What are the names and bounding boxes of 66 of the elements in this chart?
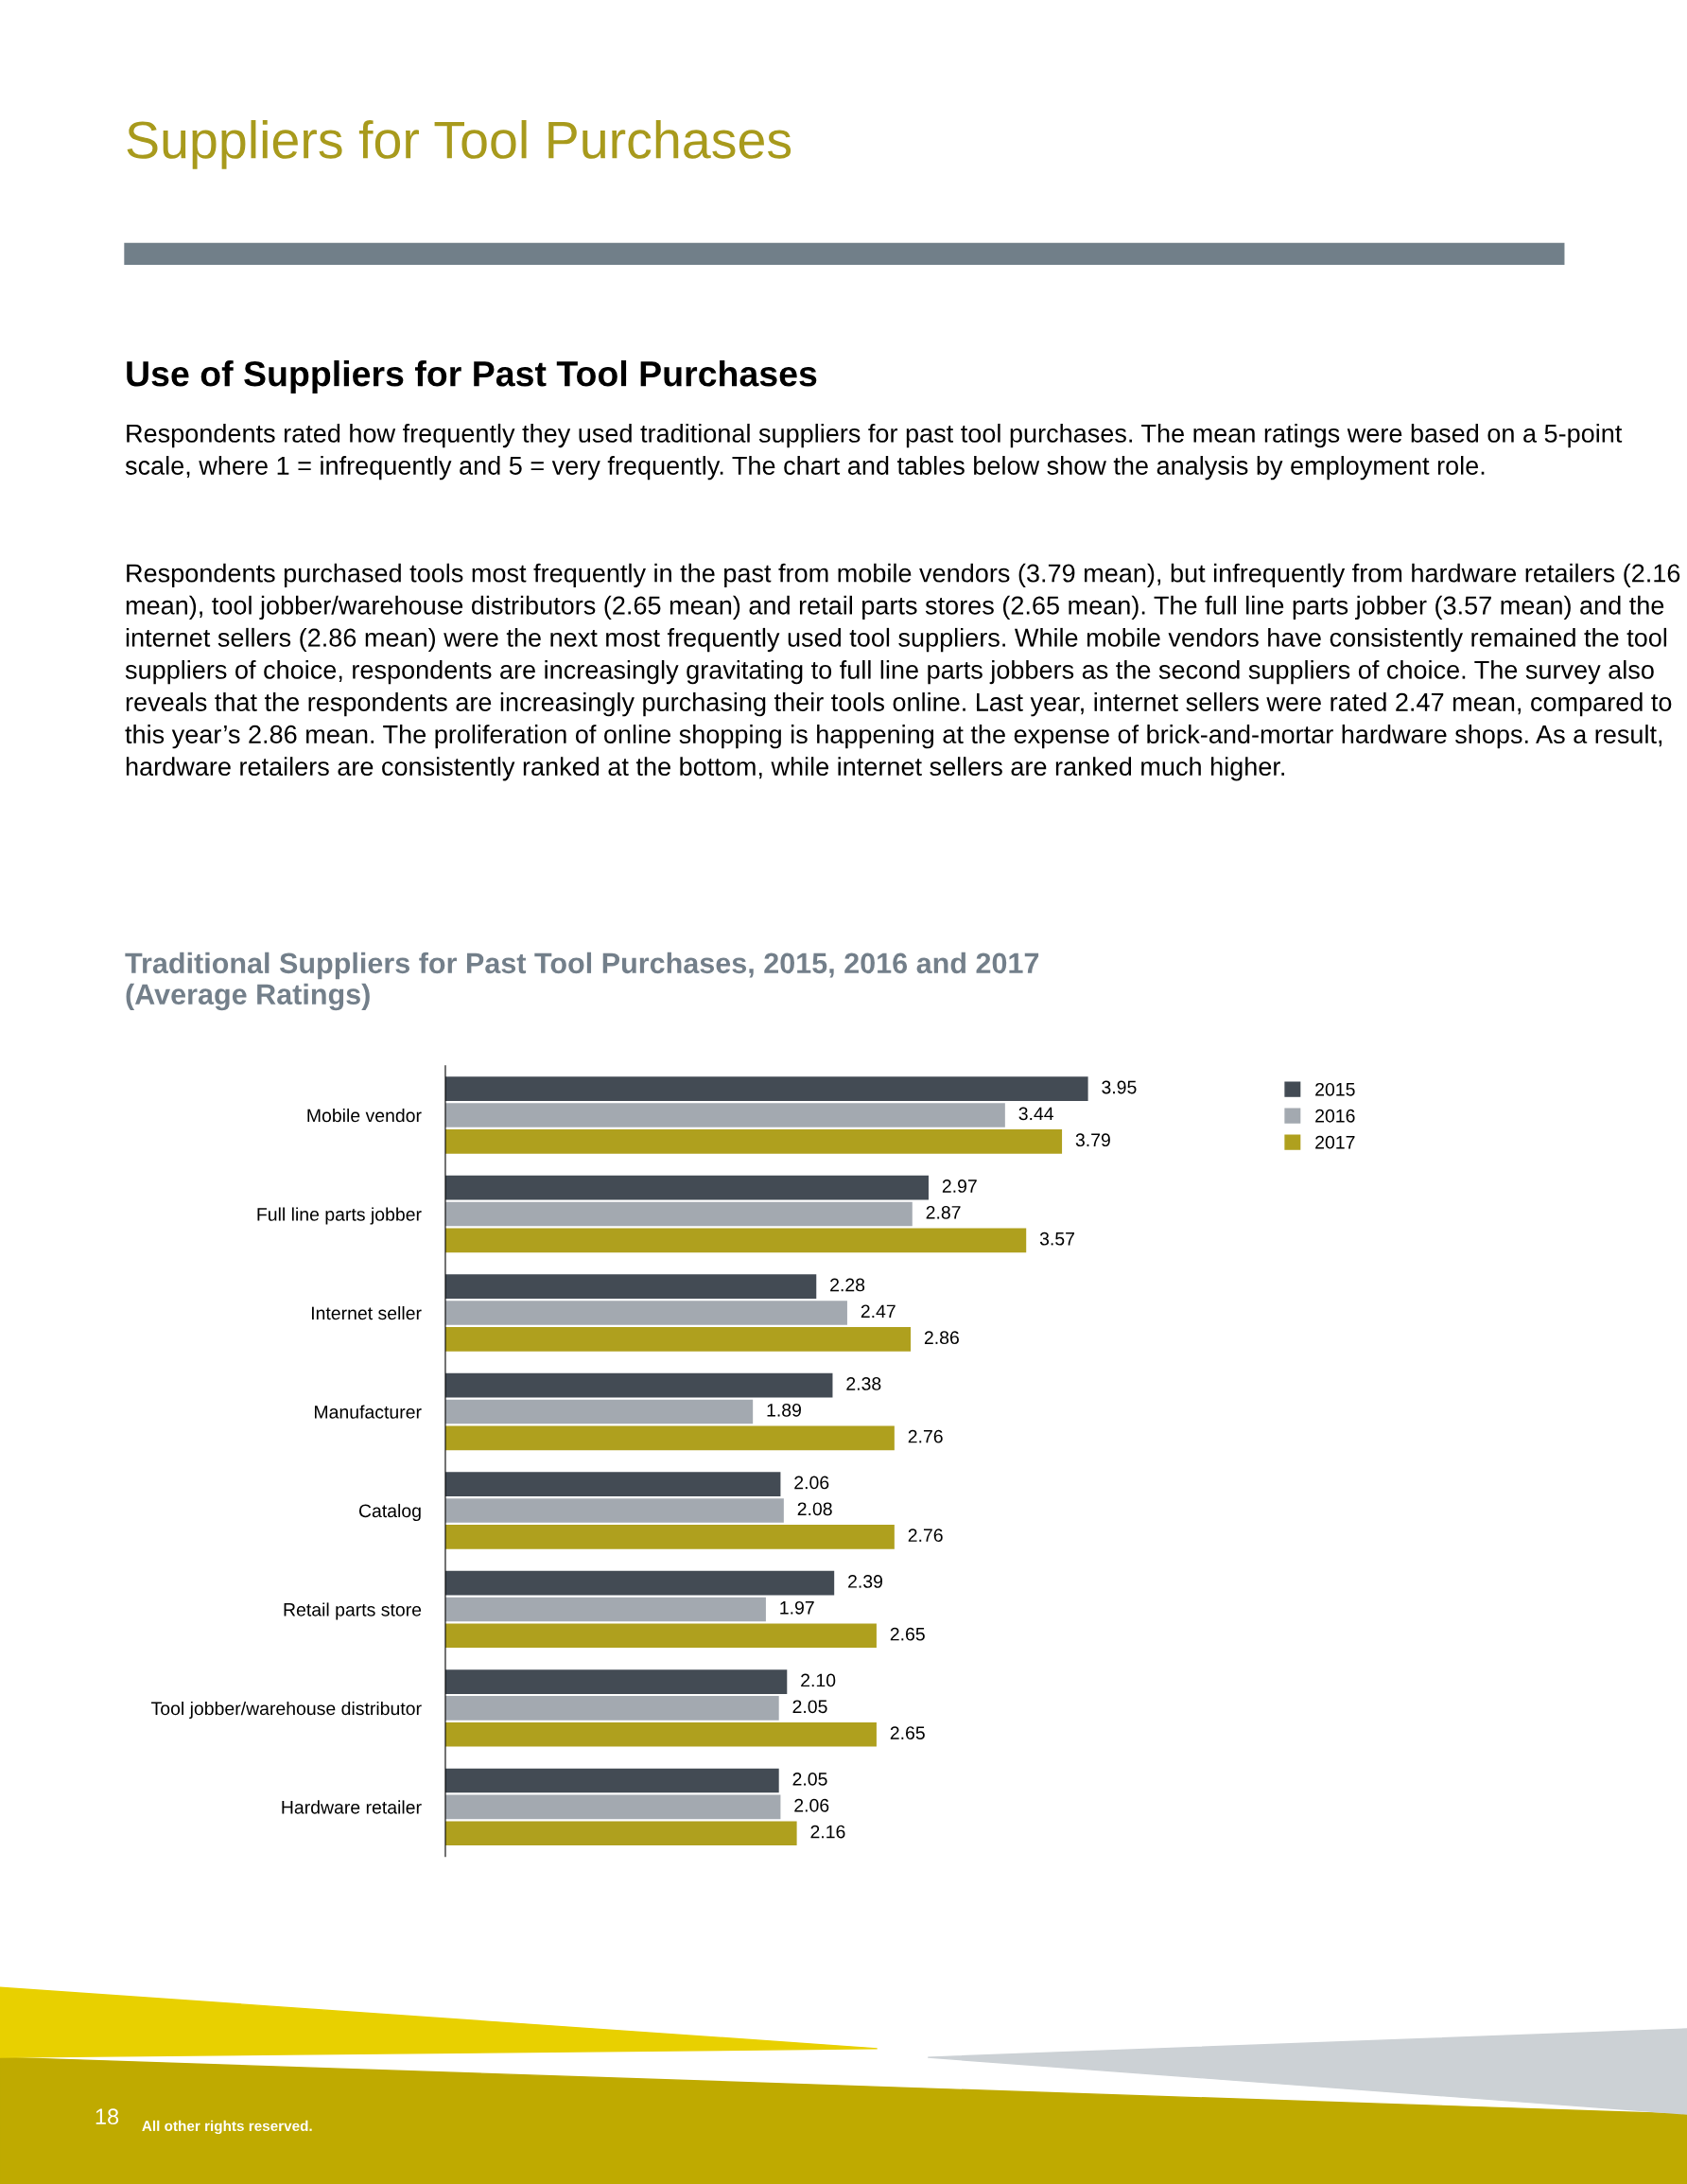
bar [444,1425,895,1451]
legend-label: 2015 [1315,1082,1355,1096]
data-label: 3.57 [1039,1232,1074,1246]
bar [444,1228,1027,1253]
bar [444,1472,781,1496]
bar [444,1399,754,1424]
bar [444,1696,779,1721]
bar [444,1768,779,1793]
bar [444,1372,833,1398]
data-label: 2.97 [942,1179,977,1193]
data-label: 2.08 [797,1502,832,1516]
text: Respondents purchased tools most frequently in the past from mobile vendors (3.79 mean), but infrequently from hardware retailers (2.16 mean), tool jobber/warehouse distributors (2.65 mean) and retail parts stores (2.65 mean). The full line parts jobber (3.57 mean) and the internet sellers (2.86 mean) were the next most frequently used tool suppliers. While mobile vendors have consistently remained the tool suppliers of choice, respondents are increasingly gravitating to full line parts jobbers as the second suppliers of choice. The survey also reveals that the respondents are increasingly purchasing their tools online. Last year, internet sellers were rated 2.47 mean, compared to this year’s 2.86 mean. The proliferation of online shopping is happening at the expense of brick-and-mortar hardware shops. As a result, hardware retailers are consistently ranked at the bottom, while internet sellers are ranked much higher. [125,563,1680,781]
y-tick-label: Hardware retailer [282,1800,422,1814]
data-label: 2.05 [792,1700,827,1714]
bar [444,1103,1005,1127]
data-label: 2.87 [926,1205,961,1219]
data-label: 2.65 [890,1627,925,1641]
bar [444,1076,1088,1101]
bar [444,1721,877,1747]
y-tick-label: Tool jobber/warehouse distributor [151,1701,422,1720]
data-label: 2.76 [908,1429,943,1443]
bar [444,1175,929,1200]
text: All other rights reserved. [142,2120,312,2135]
bar [444,1274,817,1299]
data-label: 1.97 [780,1600,814,1615]
data-label: 2.47 [861,1304,896,1319]
bar [444,1327,912,1352]
bar [444,1301,847,1325]
data-label: 2.06 [794,1798,829,1812]
chart-subtitle: Use of Suppliers for Past Tool Purchases [127,359,817,393]
legend-label: 2017 [1315,1135,1355,1149]
data-label: 2.86 [924,1331,959,1345]
bar [444,1597,766,1622]
bar [444,1201,913,1227]
text: 18 [96,2108,119,2125]
y-tick-label: Manufacturer [315,1405,422,1419]
data-label: 2.65 [890,1726,925,1740]
data-label: 2.76 [908,1529,943,1543]
data-label: 2.10 [801,1673,836,1687]
bar [444,1669,788,1694]
data-label: 2.39 [848,1575,882,1588]
y-tick-label: Mobile vendor [307,1108,422,1123]
data-label: 2.06 [794,1476,829,1490]
data-label: 1.89 [767,1403,801,1417]
data-label: 3.79 [1075,1133,1110,1147]
chart-title: Suppliers for Tool Purchases [127,119,791,169]
data-label: 2.28 [830,1278,865,1292]
y-tick-label: Catalog [358,1503,421,1522]
data-label: 2.05 [792,1773,827,1786]
bar [444,1570,835,1596]
bar [444,1821,797,1846]
text: Respondents rated how frequently they used traditional suppliers for past tool purchases. The mean ratings were based on a 5-point scale, where 1 = infrequently and 5 = very frequently. The chart and tables below show the analysis by employment role. [125,423,1623,480]
bar [444,1794,781,1820]
data-label: 2.38 [846,1377,881,1390]
y-tick-label: Retail parts store [284,1602,422,1620]
legend-label: 2016 [1315,1109,1355,1123]
y-tick-label: Full line parts jobber [257,1207,422,1225]
bar [444,1129,1063,1154]
bar [444,1498,784,1523]
bar [444,1525,895,1549]
bar [444,1623,877,1649]
data-label: 2.16 [810,1825,845,1839]
data-label: 3.44 [1018,1107,1054,1121]
text: Traditional Suppliers for Past Tool Purchases, 2015, 2016 and 2017 (Average Ratings) [125,952,1039,1011]
data-label: 3.95 [1102,1080,1137,1094]
y-tick-label: Internet seller [311,1305,422,1320]
